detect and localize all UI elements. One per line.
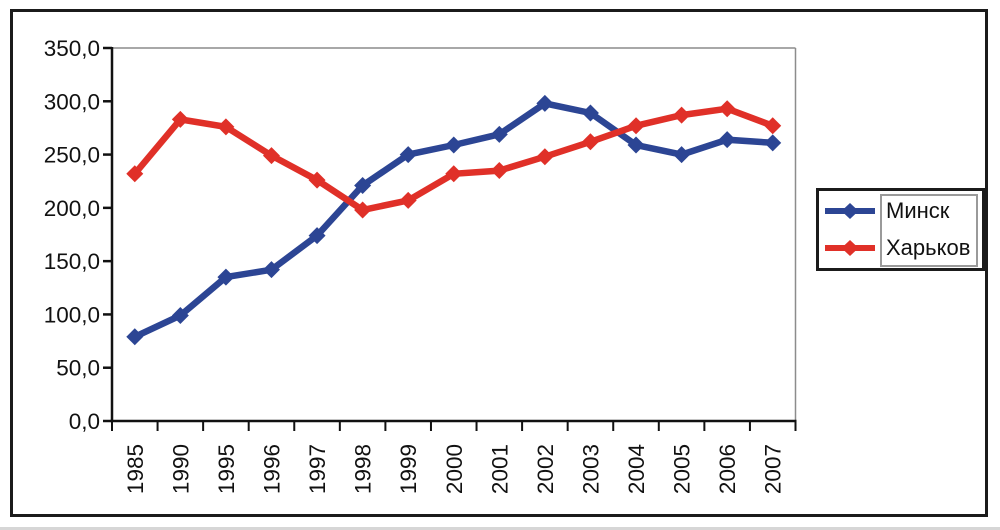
- x-tick-label: 1995: [214, 444, 239, 494]
- data-point-marker: [581, 133, 599, 151]
- y-tick-label: 300,0: [44, 89, 100, 114]
- y-tick-label: 200,0: [44, 196, 100, 221]
- y-tick-label: 50,0: [56, 356, 100, 381]
- data-point-marker: [217, 118, 235, 136]
- x-tick-label: 2006: [715, 444, 740, 494]
- x-tick-label: 1999: [396, 444, 421, 494]
- data-point-marker: [217, 268, 235, 286]
- series-marker-line-icon: [825, 240, 875, 256]
- legend-label: Харьков: [886, 235, 971, 260]
- x-tick-label: 1996: [259, 444, 284, 494]
- x-tick-label: 2004: [624, 444, 649, 494]
- legend: Минск Харьков: [816, 188, 985, 271]
- y-tick-label: 250,0: [44, 143, 100, 168]
- data-point-marker: [536, 94, 554, 112]
- data-point-marker: [764, 134, 782, 152]
- y-tick-label: 0,0: [69, 409, 100, 434]
- data-point-marker: [673, 146, 691, 164]
- legend-item-kharkov: Харьков: [823, 231, 981, 265]
- y-tick-label: 350,0: [44, 36, 100, 61]
- data-point-marker: [354, 201, 372, 219]
- x-tick-label: 2000: [442, 444, 467, 494]
- data-point-marker: [536, 148, 554, 166]
- legend-item-minsk: Минск: [823, 194, 981, 228]
- data-point-marker: [445, 136, 463, 154]
- x-tick-label: 1985: [123, 444, 148, 494]
- data-point-marker: [399, 191, 417, 209]
- x-tick-label: 2003: [578, 444, 603, 494]
- data-point-marker: [308, 227, 326, 245]
- data-point-marker: [673, 106, 691, 124]
- data-point-marker: [262, 261, 280, 279]
- x-tick-label: 1997: [305, 444, 330, 494]
- data-point-marker: [718, 131, 736, 149]
- data-point-marker: [627, 117, 645, 135]
- y-tick-label: 150,0: [44, 249, 100, 274]
- data-point-marker: [627, 136, 645, 154]
- data-point-marker: [764, 117, 782, 135]
- data-point-marker: [445, 165, 463, 183]
- data-point-marker: [718, 100, 736, 118]
- data-point-marker: [171, 110, 189, 128]
- screenshot-bottom-edge: [0, 527, 1000, 530]
- x-tick-label: 2007: [761, 444, 786, 494]
- data-point-marker: [490, 125, 508, 143]
- x-tick-label: 2001: [487, 444, 512, 494]
- x-tick-label: 2002: [533, 444, 558, 494]
- legend-label: Минск: [886, 198, 950, 223]
- data-point-marker: [354, 176, 372, 194]
- y-tick-label: 100,0: [44, 302, 100, 327]
- data-point-marker: [308, 171, 326, 189]
- data-point-marker: [490, 162, 508, 180]
- x-tick-label: 2005: [670, 444, 695, 494]
- x-tick-label: 1998: [351, 444, 376, 494]
- data-point-marker: [581, 104, 599, 122]
- data-point-marker: [126, 328, 144, 346]
- x-tick-label: 1990: [168, 444, 193, 494]
- data-point-marker: [171, 306, 189, 324]
- data-point-marker: [262, 147, 280, 165]
- series-marker-line-icon: [825, 203, 875, 219]
- data-point-marker: [399, 146, 417, 164]
- data-point-marker: [126, 165, 144, 183]
